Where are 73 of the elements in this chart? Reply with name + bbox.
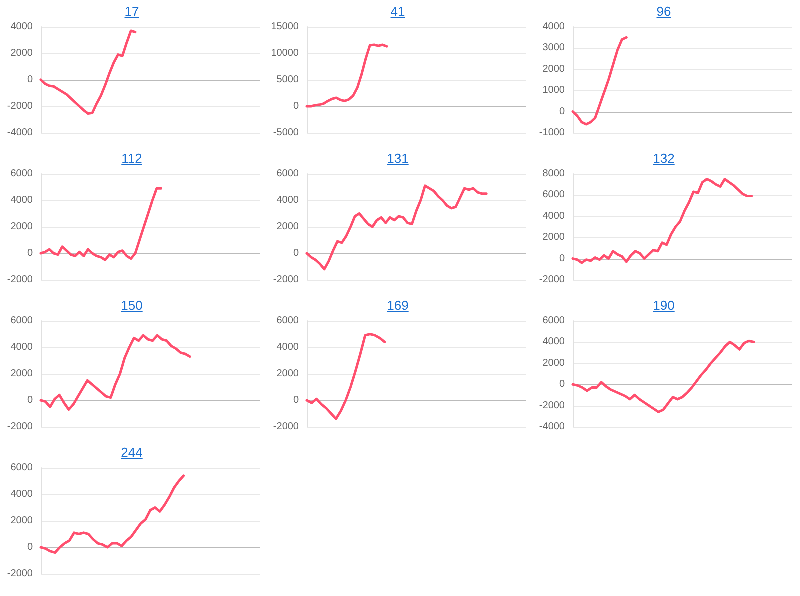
y-tick-label: 0 [293, 101, 300, 112]
y-tick-label: 2000 [276, 368, 300, 380]
y-tick-label: -2000 [539, 400, 566, 412]
line-series [40, 474, 186, 554]
y-tick-label: 0 [559, 106, 566, 118]
y-tick-label: 4000 [10, 489, 34, 500]
y-tick-label: 0 [293, 248, 300, 259]
line-series [572, 36, 628, 126]
y-tick-label: 6000 [10, 462, 34, 474]
y-tick-label: 0 [27, 248, 34, 259]
y-tick-label: 10000 [271, 48, 300, 59]
chart-title: 131 [386, 151, 410, 166]
y-tick-label: 2000 [542, 358, 566, 369]
y-tick-label: 2000 [10, 368, 34, 380]
y-tick-label: 4000 [542, 22, 566, 32]
line-series [572, 178, 754, 264]
chart-title: 244 [120, 445, 144, 460]
line-series [40, 30, 137, 116]
chart-title: 96 [656, 4, 672, 19]
chart-title: 112 [120, 151, 144, 166]
chart-title: 132 [652, 151, 676, 166]
y-tick-label: 4000 [276, 342, 300, 353]
y-tick-label: 6000 [10, 316, 34, 326]
y-tick-label: 2000 [542, 232, 566, 244]
y-tick-label: 0 [293, 395, 300, 406]
y-tick-label: -4000 [7, 128, 34, 138]
chart-title: 169 [386, 298, 410, 313]
line-series [306, 44, 388, 108]
y-tick-label: -2000 [7, 422, 34, 432]
y-tick-label: 4000 [10, 22, 34, 32]
y-tick-label: 3000 [542, 42, 566, 54]
y-tick-label: 0 [559, 379, 566, 390]
y-tick-label: -2000 [539, 274, 566, 286]
y-tick-label: -2000 [7, 101, 34, 112]
y-tick-label: 2000 [542, 64, 566, 75]
y-tick-label: -1000 [539, 128, 566, 138]
y-tick-label: 4000 [542, 336, 566, 348]
chart-title: 190 [652, 298, 676, 313]
y-tick-label: 6000 [10, 168, 34, 180]
y-tick-label: 4000 [10, 342, 34, 353]
y-tick-label: 6000 [276, 168, 300, 180]
y-tick-label: 0 [27, 542, 34, 553]
y-tick-label: 1000 [542, 85, 566, 96]
y-tick-label: -2000 [7, 568, 34, 580]
y-tick-label: -2000 [273, 422, 300, 432]
y-tick-label: 0 [27, 395, 34, 406]
line-series [306, 184, 488, 271]
y-tick-label: 5000 [276, 74, 300, 86]
line-series [306, 333, 386, 420]
y-tick-label: -4000 [539, 422, 566, 432]
y-tick-label: -5000 [273, 128, 300, 138]
y-tick-label: 4000 [10, 195, 34, 206]
y-tick-label: 6000 [276, 316, 300, 326]
y-tick-label: 6000 [542, 316, 566, 326]
chart-title: 150 [120, 298, 144, 313]
y-tick-label: 2000 [276, 222, 300, 232]
y-tick-label: 6000 [542, 190, 566, 201]
line-series [572, 340, 756, 414]
y-tick-label: 2000 [10, 516, 34, 526]
y-tick-label: 2000 [10, 222, 34, 232]
y-tick-label: 15000 [271, 22, 300, 32]
y-tick-label: 0 [27, 74, 34, 86]
y-tick-label: 4000 [276, 195, 300, 206]
y-tick-label: 4000 [542, 210, 566, 222]
chart-title: 41 [390, 4, 406, 19]
line-series [40, 187, 162, 262]
y-tick-label: 2000 [10, 48, 34, 59]
chart-title: 17 [124, 4, 140, 19]
line-series [40, 334, 192, 412]
y-tick-label: 0 [559, 253, 566, 264]
y-tick-label: -2000 [273, 274, 300, 286]
y-tick-label: -2000 [7, 274, 34, 286]
y-tick-label: 8000 [542, 168, 566, 180]
